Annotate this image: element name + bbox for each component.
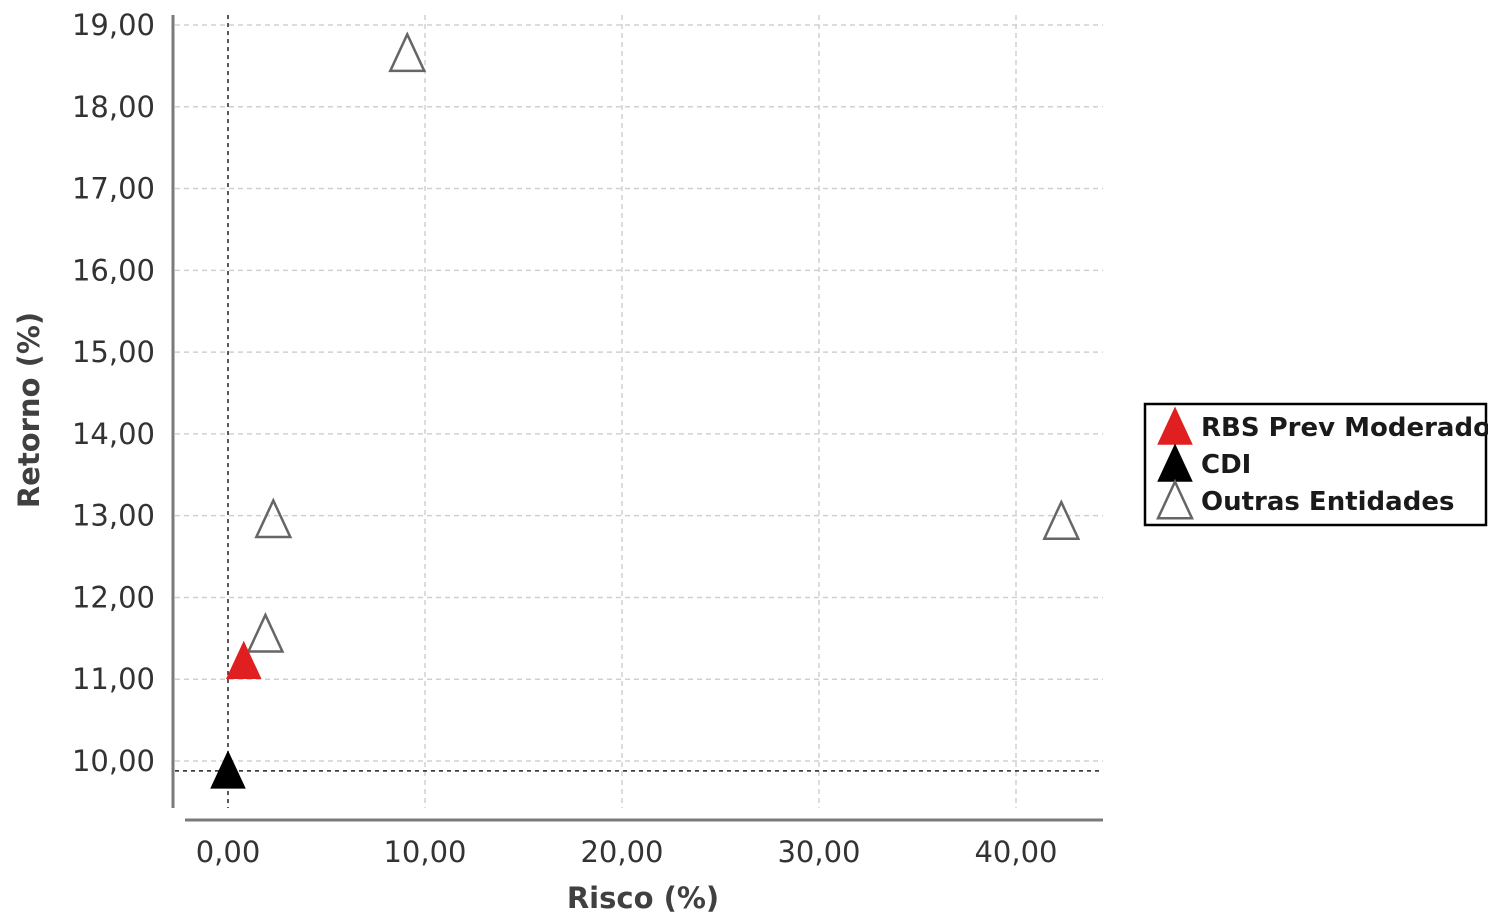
legend-marker-outras-entidades <box>1156 478 1194 520</box>
y-axis-label: Retorno (%) <box>12 312 46 508</box>
legend-item-rbs-prev-moderado: RBS Prev Moderado <box>1157 406 1488 445</box>
x-tick-label: 30,00 <box>777 835 860 869</box>
data-points <box>210 31 1081 789</box>
legend-label: CDI <box>1201 450 1251 480</box>
point-outras-entidades <box>246 611 285 653</box>
y-tick-label: 12,00 <box>72 580 155 614</box>
y-tick-label: 10,00 <box>72 744 155 778</box>
legend-label: Outras Entidades <box>1201 487 1454 517</box>
x-tick-label: 10,00 <box>383 835 466 869</box>
x-tick-label: 0,00 <box>196 835 261 869</box>
y-tick-label: 17,00 <box>72 172 155 206</box>
y-tick-label: 15,00 <box>72 335 155 369</box>
reference-lines <box>175 15 1103 808</box>
x-axis-label: Risco (%) <box>567 881 719 915</box>
y-tick-label: 18,00 <box>72 90 155 124</box>
x-tick-labels: 0,00 10,00 20,00 30,00 40,00 <box>196 835 1058 869</box>
y-tick-label: 16,00 <box>72 253 155 287</box>
point-outras-entidades <box>254 497 293 539</box>
legend-label: RBS Prev Moderado <box>1201 413 1488 443</box>
legend: RBS Prev Moderado CDI Outras Entidades <box>1143 402 1488 527</box>
y-tick-label: 19,00 <box>72 8 155 42</box>
point-outras-entidades <box>388 31 427 73</box>
y-tick-label: 14,00 <box>72 417 155 451</box>
x-tick-label: 20,00 <box>580 835 663 869</box>
legend-box <box>1143 402 1488 527</box>
point-rbs-prev-moderado <box>225 640 262 680</box>
grid <box>175 15 1103 808</box>
point-cdi <box>210 750 246 789</box>
y-tick-label: 11,00 <box>72 662 155 696</box>
y-tick-labels: 10,00 11,00 12,00 13,00 14,00 15,00 16,00 17,00… <box>72 8 155 778</box>
legend-item-cdi: CDI <box>1157 443 1251 482</box>
y-tick-label: 13,00 <box>72 499 155 533</box>
point-outras-entidades <box>1042 499 1081 540</box>
legend-item-outras-entidades: Outras Entidades <box>1156 478 1454 520</box>
x-tick-label: 40,00 <box>974 835 1057 869</box>
axes <box>171 15 1103 822</box>
